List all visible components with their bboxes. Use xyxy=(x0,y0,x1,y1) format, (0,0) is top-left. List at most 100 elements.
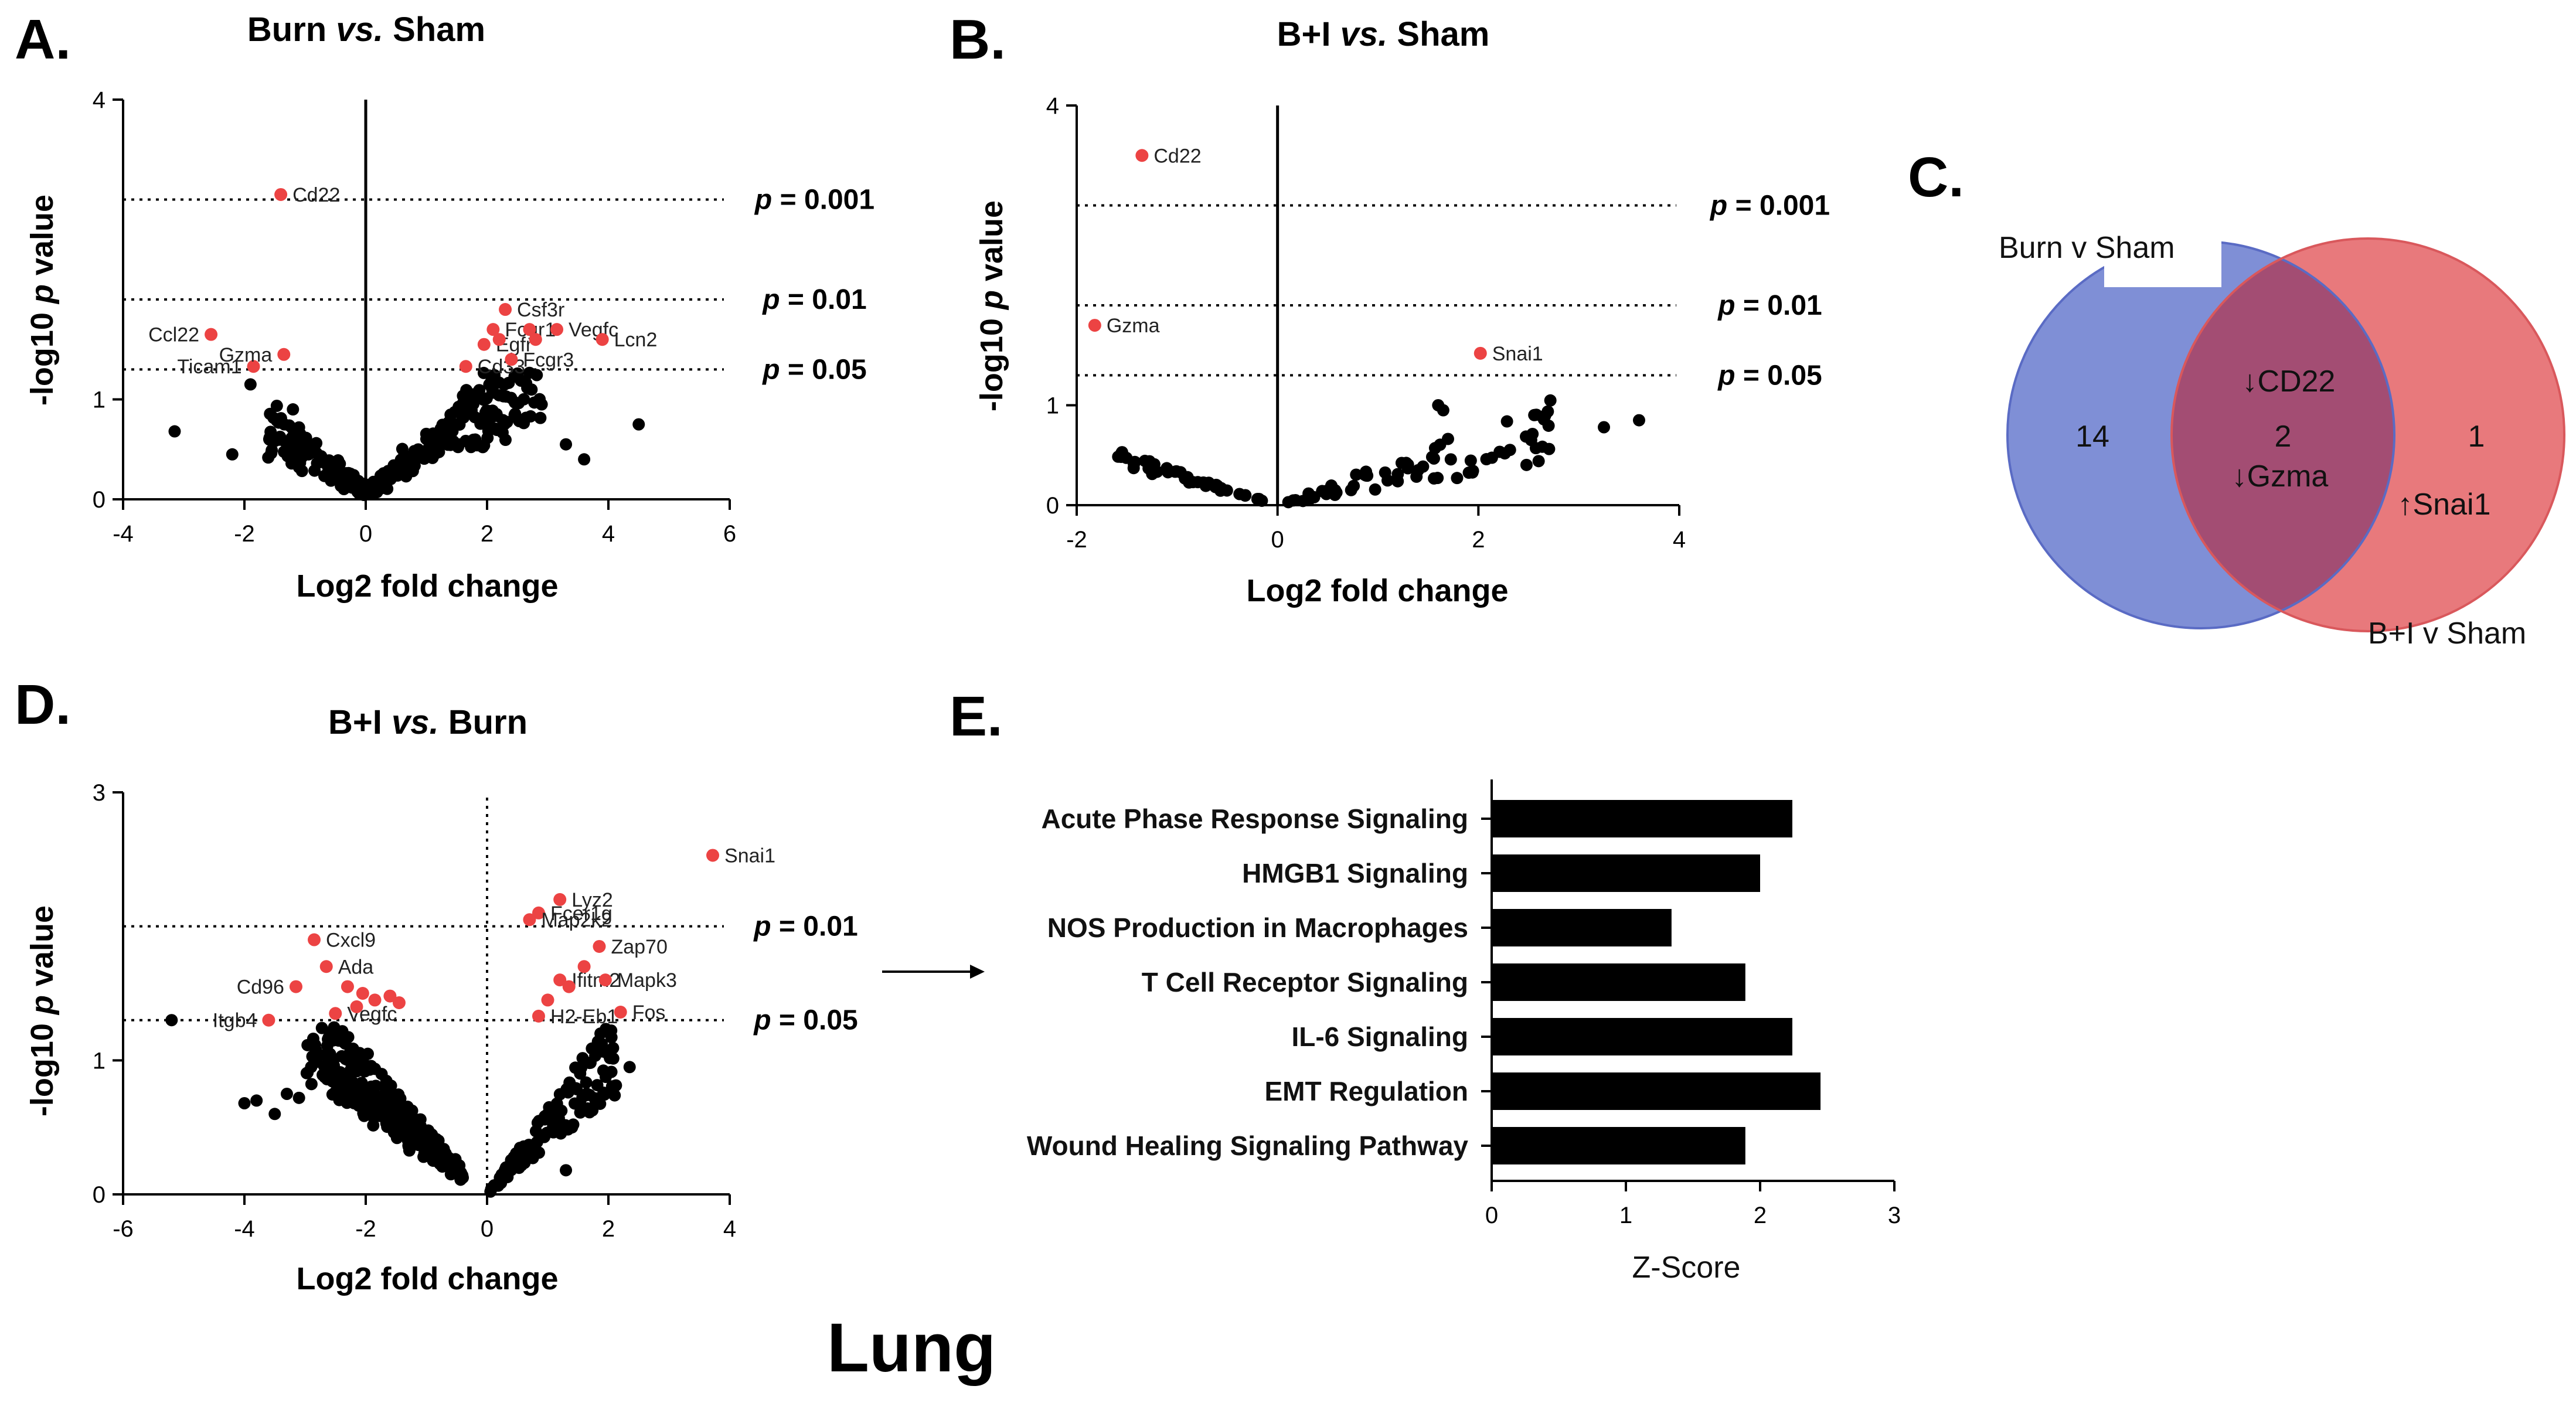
venn-label-mask xyxy=(2104,234,2221,287)
y-tick-label: 4 xyxy=(1046,93,1059,119)
panel-letter-c: C. xyxy=(1908,146,1964,209)
highlighted-point xyxy=(383,989,397,1003)
data-point xyxy=(352,1057,365,1070)
data-point xyxy=(300,1067,313,1080)
data-point xyxy=(520,377,533,390)
data-point xyxy=(1320,485,1333,498)
highlighted-point xyxy=(1135,149,1149,162)
data-point xyxy=(272,416,285,429)
data-point xyxy=(348,1096,360,1109)
highlighted-point xyxy=(553,893,567,906)
bar-category-label: Acute Phase Response Signaling xyxy=(1041,803,1468,834)
data-point xyxy=(605,1031,618,1044)
data-point xyxy=(580,1089,593,1102)
data-point xyxy=(467,433,480,446)
data-point xyxy=(292,461,305,474)
x-tick-label: -2 xyxy=(355,1216,376,1242)
data-point xyxy=(460,384,473,397)
data-point xyxy=(1437,404,1449,417)
data-point xyxy=(1464,454,1477,467)
highlighted-point xyxy=(277,348,291,361)
data-point xyxy=(434,1157,447,1170)
data-point xyxy=(1350,468,1363,481)
data-point xyxy=(397,1110,410,1123)
plot-area: -2 0 2 4 0 1 4 p = 0.001 p = 0.01 p = 0.05 Cd22 Gzm… xyxy=(1046,93,1830,553)
data-point xyxy=(406,465,419,478)
data-point xyxy=(287,403,300,416)
volcano-bi-vs-burn: D. B+I vs. Burn -6 -4 -2 0 2 4 0 1 3 p = 0.01 p = … xyxy=(15,673,858,1296)
highlighted-point xyxy=(532,1009,545,1023)
x-tick-label: 4 xyxy=(723,1216,736,1242)
highlighted-point xyxy=(532,906,545,920)
data-point xyxy=(1451,472,1464,485)
x-axis-label: Z-Score xyxy=(1632,1251,1741,1285)
gene-label: Map2k2 xyxy=(541,909,612,931)
plot-area: -4 -2 0 2 4 6 0 1 4 p = 0.001 p = 0.01 p = 0.05 Cd22… xyxy=(93,87,874,547)
bar xyxy=(1492,1018,1792,1055)
plot-area: -6 -4 -2 0 2 4 0 1 3 p = 0.01 p = 0.05 Snai1 Fcer1gL… xyxy=(93,780,858,1242)
data-point xyxy=(574,1067,587,1080)
bar xyxy=(1492,854,1760,892)
y-tick-label: 1 xyxy=(1046,393,1059,419)
data-point xyxy=(1302,487,1315,500)
data-point xyxy=(337,1073,350,1086)
x-tick-label: 2 xyxy=(1754,1203,1767,1228)
data-point xyxy=(550,1097,563,1110)
threshold-label: p = 0.001 xyxy=(754,185,874,216)
x-tick-label: 0 xyxy=(481,1216,494,1242)
data-point xyxy=(408,445,421,458)
data-point xyxy=(623,1061,636,1074)
chart-title: Burn vs. Sham xyxy=(247,11,485,49)
highlighted-point xyxy=(1474,346,1487,360)
data-point xyxy=(1127,462,1140,475)
data-point xyxy=(486,408,499,421)
venn-overlap-count: 2 xyxy=(2275,420,2292,454)
data-point xyxy=(497,390,510,403)
threshold-label: p = 0.05 xyxy=(753,1005,857,1036)
data-point xyxy=(1179,472,1192,485)
data-point xyxy=(352,482,365,495)
gene-label: Cd33 xyxy=(478,356,525,378)
x-tick-label: 4 xyxy=(1673,527,1686,553)
bar-chart-pathways: E. 0 1 2 3 Acute Phase Response Signaling HMG… xyxy=(950,685,1901,1285)
gene-label: Gzma xyxy=(219,344,273,366)
data-point xyxy=(283,419,295,432)
data-point xyxy=(457,1172,469,1184)
data-point xyxy=(395,453,408,466)
data-point xyxy=(1598,421,1610,434)
data-point xyxy=(421,444,434,457)
bar-category-label: HMGB1 Signaling xyxy=(1242,858,1468,888)
data-point xyxy=(365,481,378,494)
data-point xyxy=(474,417,487,430)
highlighted-point xyxy=(523,323,536,336)
data-point xyxy=(1444,453,1457,466)
highlighted-point xyxy=(505,353,518,366)
data-point xyxy=(594,1027,607,1040)
data-point xyxy=(270,400,283,413)
gene-label: Itgb4 xyxy=(213,1010,257,1032)
chart-title: B+I vs. Burn xyxy=(328,703,528,741)
gene-label: Snai1 xyxy=(1492,343,1543,365)
gene-label: Ticam1 xyxy=(177,356,241,378)
data-point xyxy=(268,1108,281,1121)
data-point xyxy=(1170,465,1183,478)
data-point xyxy=(1428,472,1441,485)
threshold-label: p = 0.05 xyxy=(1717,360,1822,391)
x-axis-label: Log2 fold change xyxy=(296,1261,558,1296)
data-point xyxy=(355,1077,368,1089)
gene-label: Ifitm2 xyxy=(571,969,620,992)
x-tick-label: 0 xyxy=(1485,1203,1498,1228)
data-point xyxy=(473,389,486,401)
data-point xyxy=(578,453,591,466)
x-tick-label: -4 xyxy=(234,1216,255,1242)
data-point xyxy=(534,411,547,424)
gene-label: Zap70 xyxy=(611,936,667,958)
data-point xyxy=(410,1138,423,1151)
data-point xyxy=(481,431,494,444)
x-tick-label: -2 xyxy=(1066,527,1087,553)
data-point xyxy=(518,417,530,430)
data-point xyxy=(319,457,332,470)
data-point xyxy=(566,1121,579,1134)
x-tick-label: 0 xyxy=(359,521,372,547)
